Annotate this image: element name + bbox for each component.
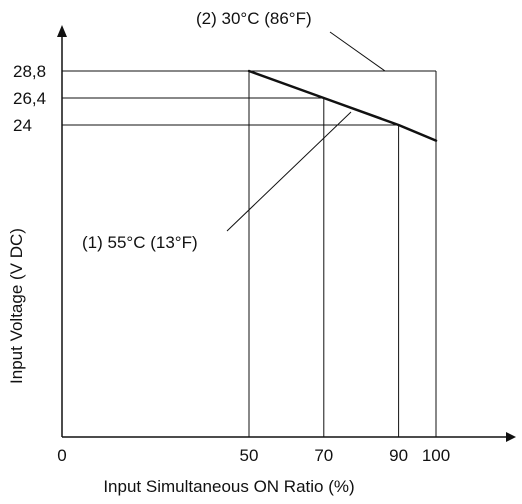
annotations-layer: (2) 30°C (86°F) (1) 55°C (13°F) (82, 9, 386, 252)
x-tick-label-4: 100 (422, 446, 450, 465)
x-axis-arrowhead (506, 432, 516, 442)
x-tick-label-1: 50 (240, 446, 259, 465)
y-tick-label-0: 24 (13, 116, 32, 135)
x-tick-label-0: 0 (57, 446, 66, 465)
tick-labels-layer: 0 50 70 90 100 24 26,4 28,8 (13, 62, 450, 465)
series-line-0 (247, 69, 438, 142)
y-axis-label: Input Voltage (V DC) (7, 228, 26, 384)
x-axis-label: Input Simultaneous ON Ratio (%) (103, 477, 354, 496)
x-tick-label-2: 70 (314, 446, 333, 465)
reference-lines-layer (62, 70, 437, 437)
annotation-leader-line-0 (329, 31, 386, 72)
y-tick-label-1: 26,4 (13, 89, 46, 108)
annotation-label-0: (2) 30°C (86°F) (196, 9, 312, 28)
annotation-label-1: (1) 55°C (13°F) (82, 233, 198, 252)
axes-layer (57, 25, 516, 442)
series-layer (247, 69, 438, 142)
x-tick-label-3: 90 (389, 446, 408, 465)
y-axis-arrowhead (57, 25, 67, 37)
annotation-leader-line-1 (226, 111, 352, 232)
y-tick-label-2: 28,8 (13, 62, 46, 81)
